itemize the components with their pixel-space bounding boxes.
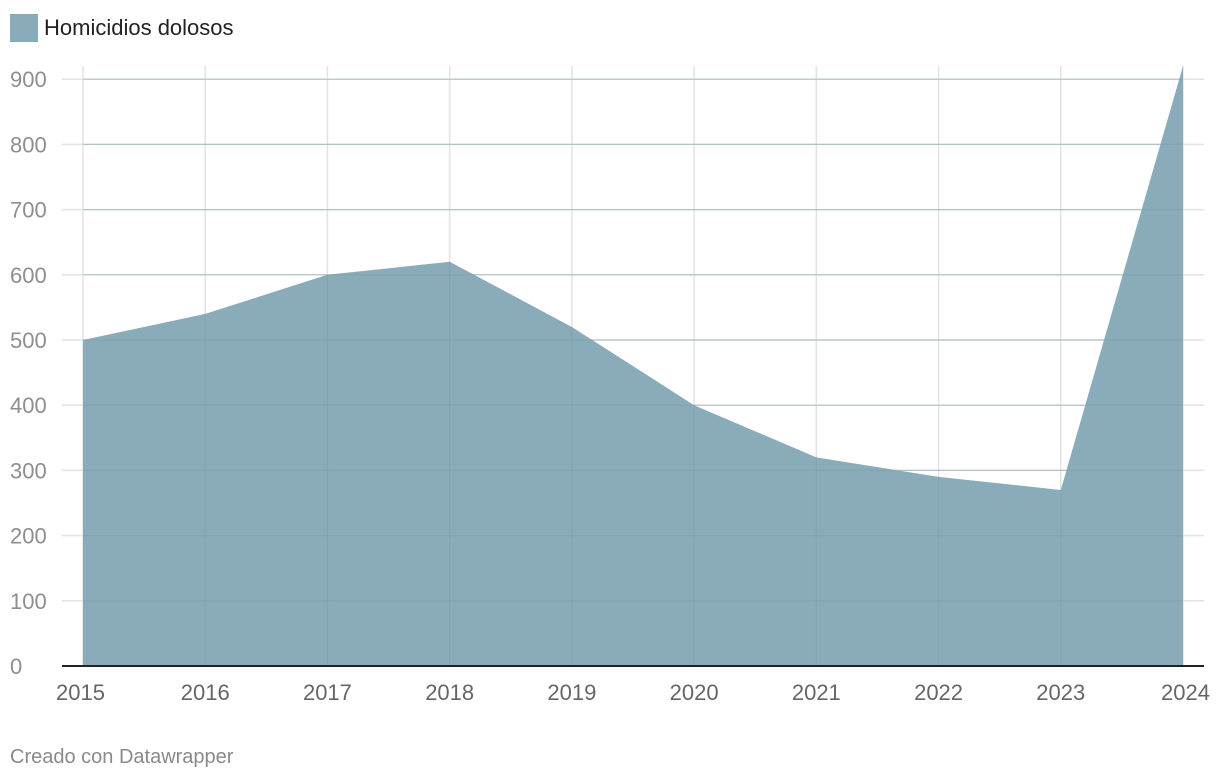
x-tick-label: 2017 bbox=[303, 680, 352, 705]
credit-text: Creado con Datawrapper bbox=[10, 746, 234, 768]
y-tick-label: 800 bbox=[10, 132, 47, 157]
y-tick-label: 900 bbox=[10, 67, 47, 92]
x-tick-label: 2023 bbox=[1036, 680, 1085, 705]
x-tick-label: 2016 bbox=[181, 680, 230, 705]
x-tick-label: 2021 bbox=[792, 680, 841, 705]
legend: Homicidios dolosos bbox=[10, 14, 234, 42]
x-tick-label: 2024 bbox=[1161, 680, 1210, 705]
y-tick-label: 400 bbox=[10, 393, 47, 418]
x-tick-label: 2022 bbox=[914, 680, 963, 705]
y-tick-label: 700 bbox=[10, 198, 47, 223]
x-tick-label: 2019 bbox=[547, 680, 596, 705]
area-series bbox=[83, 66, 1183, 666]
y-tick-label: 300 bbox=[10, 458, 47, 483]
y-tick-label: 600 bbox=[10, 263, 47, 288]
y-tick-label: 200 bbox=[10, 524, 47, 549]
x-tick-label: 2018 bbox=[425, 680, 474, 705]
legend-swatch bbox=[10, 14, 38, 42]
y-tick-label: 0 bbox=[10, 654, 22, 679]
y-tick-label: 500 bbox=[10, 328, 47, 353]
area-chart: 0 100 200 300 400 500 600 700 800 900 2015 2016 2017… bbox=[10, 66, 1210, 705]
x-tick-label: 2020 bbox=[670, 680, 719, 705]
y-tick-label: 100 bbox=[10, 589, 47, 614]
x-tick-label: 2015 bbox=[56, 680, 105, 705]
legend-label: Homicidios dolosos bbox=[44, 15, 234, 40]
